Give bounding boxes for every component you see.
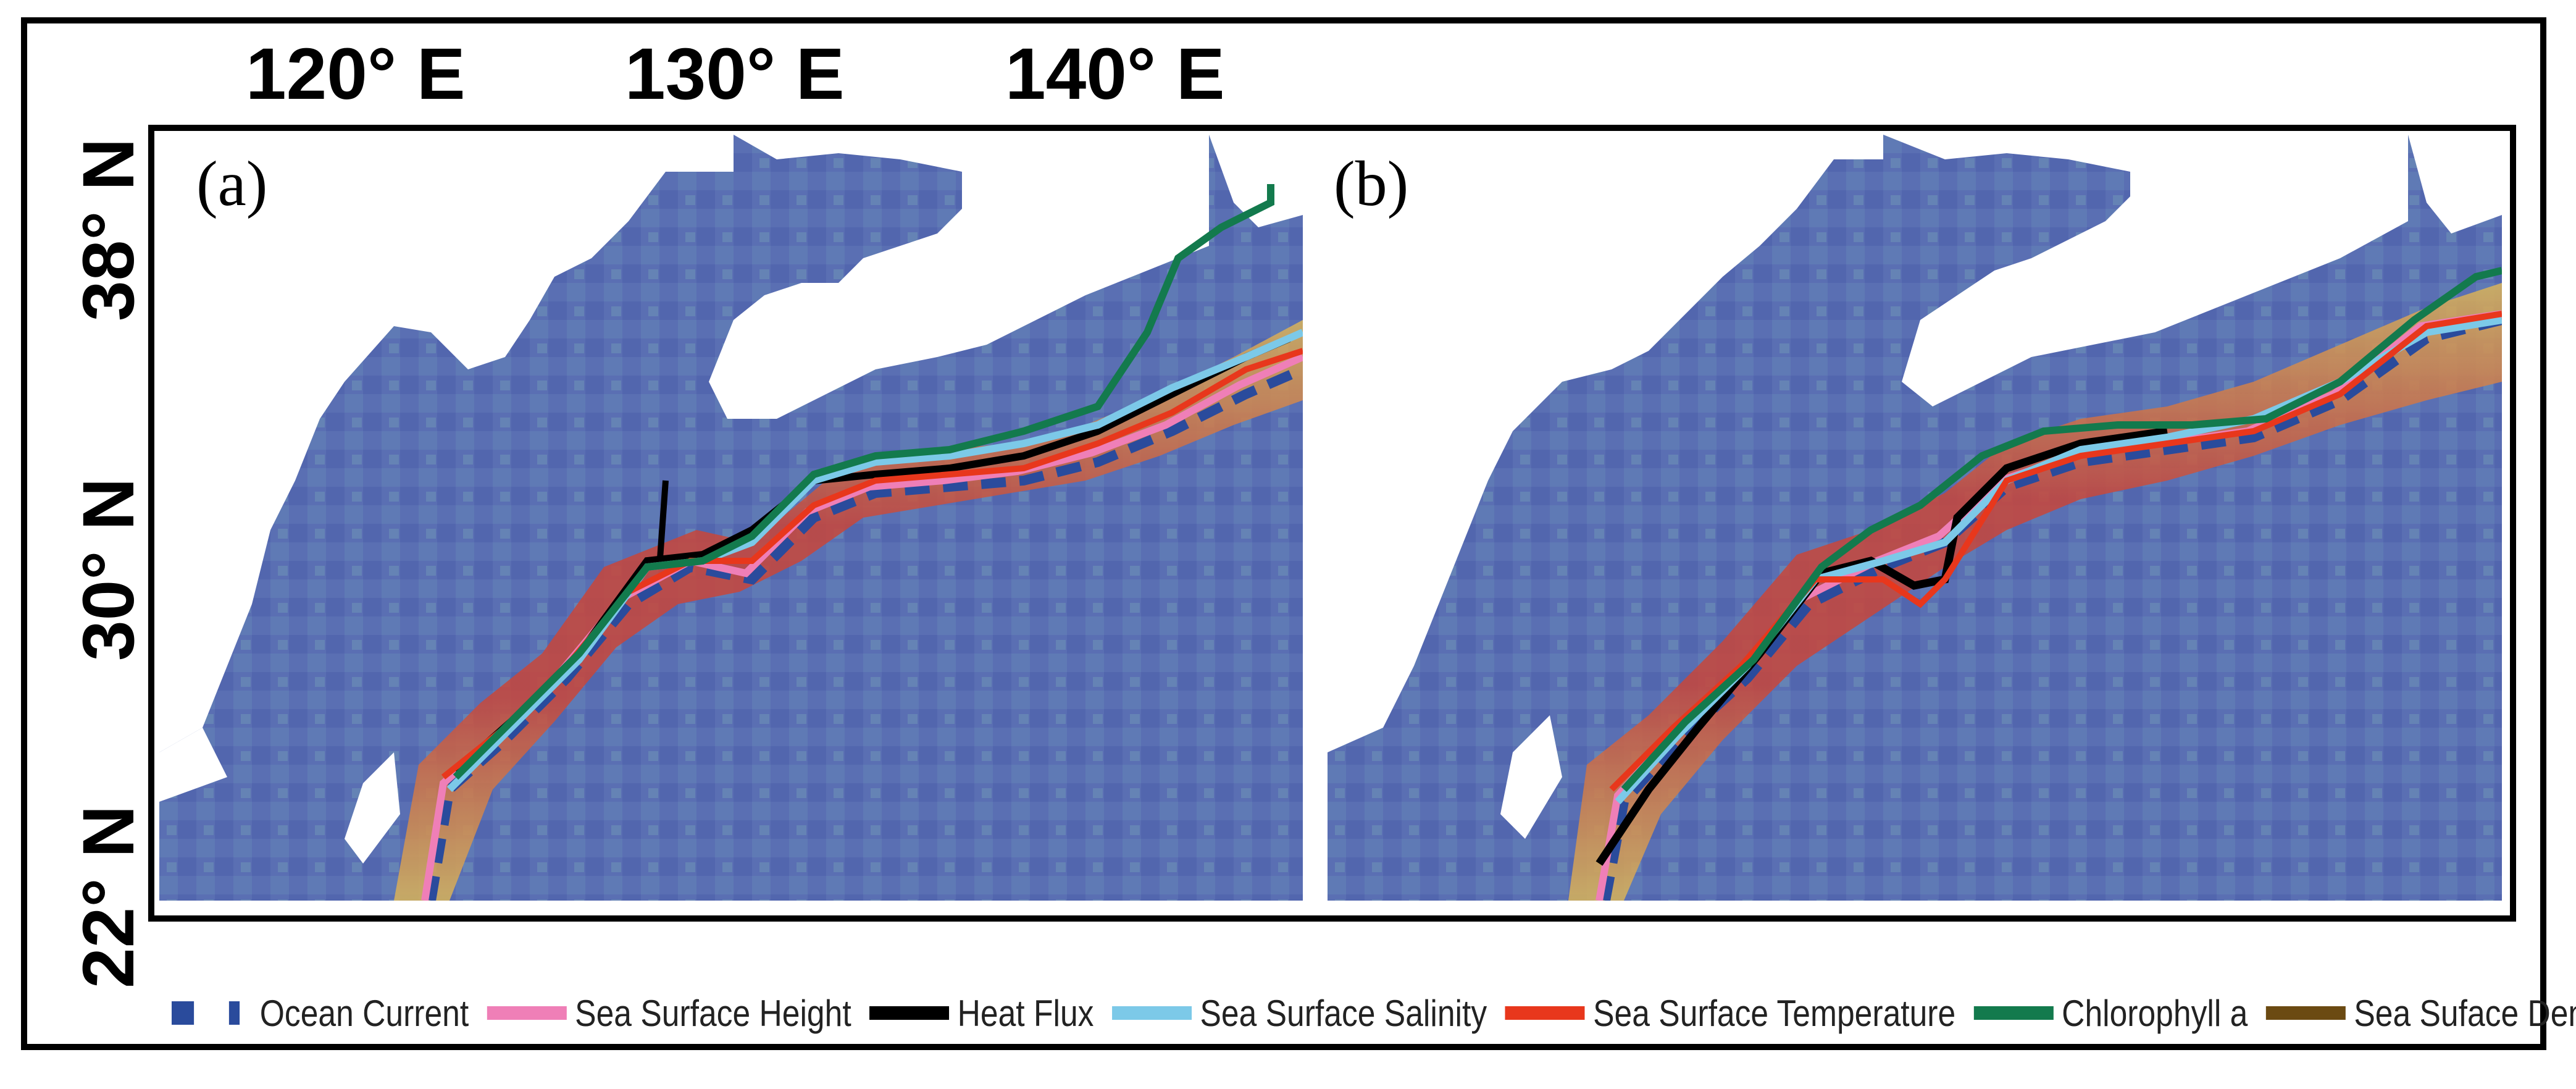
land-southwest-a <box>159 728 227 802</box>
legend-label-sea-surface-height: Sea Surface Height <box>575 992 851 1034</box>
legend-item-sea-surface-height: Sea Surface Height <box>487 992 851 1035</box>
land-northeast-b <box>2408 135 2502 233</box>
legend-swatch-heat-flux <box>869 1006 949 1020</box>
land-china-a <box>159 135 734 752</box>
legend-swatch-chlorophyll-a <box>1973 1006 2054 1020</box>
legend-label-sea-surface-temperature: Sea Surface Temperature <box>1593 992 1956 1034</box>
legend-item-sea-surface-temperature: Sea Surface Temperature <box>1505 992 1955 1035</box>
lon-label-120: 120° E <box>246 33 466 115</box>
legend-label-sea-surface-salinity: Sea Surface Salinity <box>1200 992 1487 1034</box>
line-chlorophyll-a-b <box>1621 267 2502 793</box>
lat-label-22: 22° N <box>68 805 149 988</box>
land-taiwan-a <box>345 752 400 864</box>
legend: Ocean Current Sea Surface Height Heat Fl… <box>172 985 2576 1041</box>
line-sea-surface-temperature-b <box>1609 311 2502 792</box>
legend-label-ocean-current: Ocean Current <box>259 992 469 1034</box>
warm-front-band-b <box>1568 283 2502 901</box>
lat-label-38: 38° N <box>68 138 149 321</box>
line-ocean-current-b <box>1600 315 2502 901</box>
line-ocean-current-a <box>426 364 1303 901</box>
legend-swatch-sea-surface-temperature <box>1505 1006 1585 1020</box>
land-taiwan-b <box>1500 715 1562 839</box>
lon-label-130: 130° E <box>625 33 845 115</box>
legend-item-sea-surface-density: Sea Suface Density <box>2265 992 2576 1035</box>
lat-label-30: 30° N <box>68 477 149 661</box>
legend-item-sea-surface-salinity: Sea Surface Salinity <box>1111 992 1487 1035</box>
legend-swatch-sea-surface-salinity <box>1111 1006 1192 1020</box>
legend-item-chlorophyll-a: Chlorophyll a <box>1973 992 2248 1035</box>
land-northeast-a <box>1209 135 1303 227</box>
legend-item-heat-flux: Heat Flux <box>869 992 1094 1035</box>
land-china-b <box>1328 135 1883 752</box>
map-panel-b: (b) <box>1328 135 2502 901</box>
legend-label-chlorophyll-a: Chlorophyll a <box>2062 992 2248 1034</box>
line-heat-flux-spur-a <box>656 480 669 568</box>
panel-label-a: (a) <box>196 148 268 219</box>
legend-swatch-ocean-current <box>172 1001 251 1025</box>
land-korea-japan-a <box>709 135 1209 419</box>
land-korea-japan-b <box>1883 135 2408 406</box>
legend-swatch-sea-surface-density <box>2265 1006 2346 1020</box>
map-b-svg <box>1328 135 2502 901</box>
legend-item-ocean-current: Ocean Current <box>172 992 469 1035</box>
legend-label-heat-flux: Heat Flux <box>957 992 1094 1034</box>
line-chlorophyll-a-a <box>453 184 1274 780</box>
legend-label-sea-surface-density: Sea Suface Density <box>2354 992 2576 1034</box>
legend-swatch-sea-surface-height <box>487 1006 567 1020</box>
map-a-svg <box>159 135 1303 901</box>
lon-label-140: 140° E <box>1005 33 1225 115</box>
line-heat-flux-b <box>1595 427 2168 866</box>
panel-label-b: (b) <box>1334 148 1409 219</box>
map-panel-a: (a) <box>159 135 1303 901</box>
